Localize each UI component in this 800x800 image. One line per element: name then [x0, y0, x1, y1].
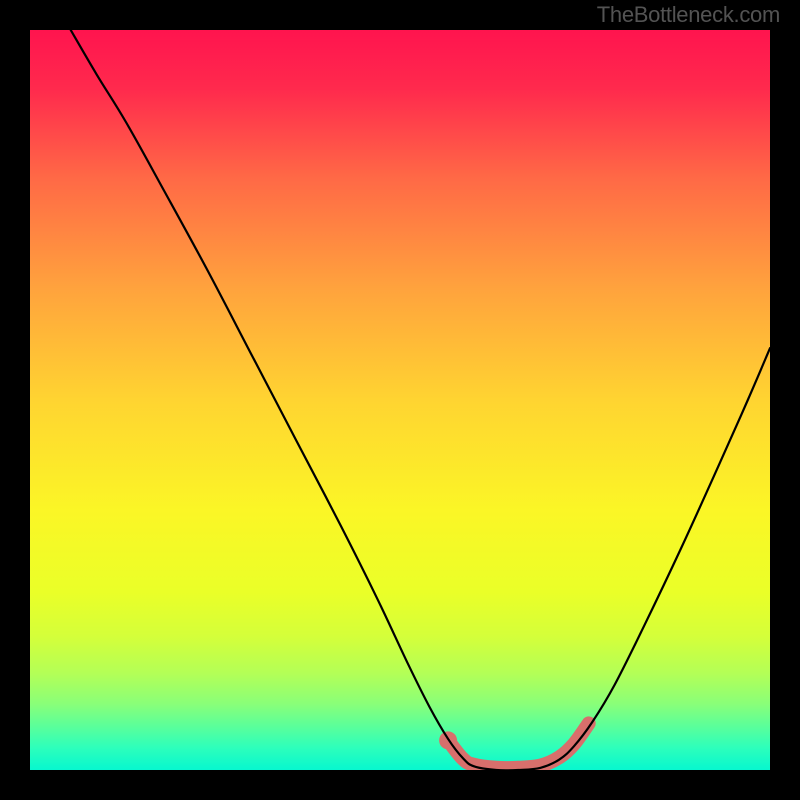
chart-container: TheBottleneck.com [0, 0, 800, 800]
watermark-text: TheBottleneck.com [597, 2, 780, 28]
highlight-segment [448, 723, 589, 768]
bottleneck-curve [71, 30, 770, 770]
plot-area [30, 30, 770, 770]
curve-layer [30, 30, 770, 770]
